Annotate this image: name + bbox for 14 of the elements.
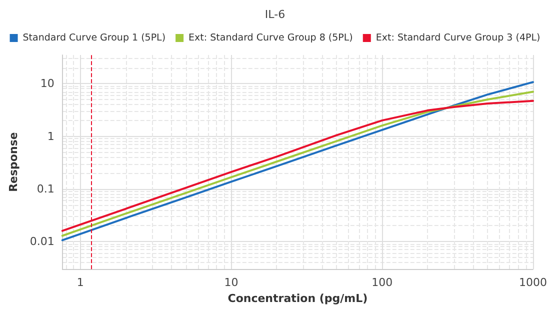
legend-label: Ext: Standard Curve Group 3 (4PL) [376, 32, 540, 44]
y-tick-label: 1 [47, 130, 54, 143]
x-tick-label: 10 [224, 276, 238, 290]
y-tick-label: 10 [40, 77, 54, 90]
legend-label: Ext: Standard Curve Group 8 (5PL) [188, 32, 353, 44]
x-tick-label: 100 [372, 276, 393, 290]
y-axis-title: Response [7, 132, 20, 192]
x-axis-title: Concentration (pg/mL) [228, 292, 368, 305]
y-tick-label: 0.1 [36, 182, 54, 196]
y-tick-label: 0.01 [30, 235, 54, 248]
chart-title: IL-6 [264, 8, 286, 21]
x-tick-label: 1000 [519, 276, 548, 290]
legend-label: Standard Curve Group 1 (5PL) [22, 32, 166, 44]
x-tick-label: 1 [76, 276, 84, 290]
